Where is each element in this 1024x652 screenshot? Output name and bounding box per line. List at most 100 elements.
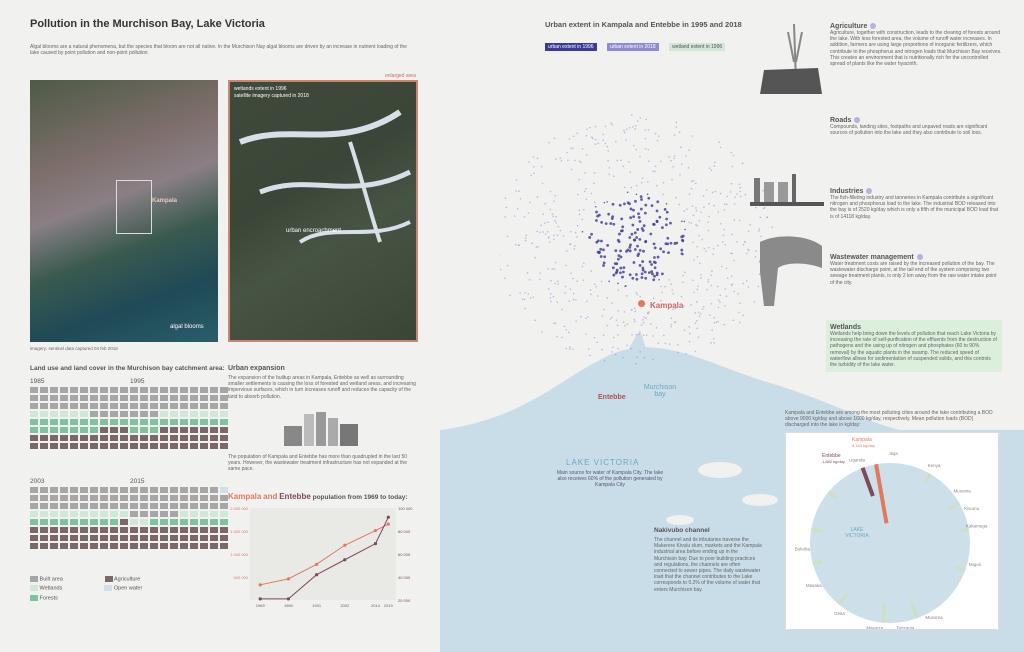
urban-dot — [635, 362, 637, 365]
bod-city-label: Migori — [969, 562, 981, 567]
grid-cell — [60, 443, 68, 449]
urban-dot — [734, 196, 736, 198]
urban-dot — [726, 203, 728, 206]
grid-cell — [50, 443, 58, 449]
urban-dot — [588, 236, 592, 239]
urban-dot — [652, 260, 656, 264]
intro-text: Algal blooms are a natural phenomena, bu… — [30, 44, 407, 57]
urban-dot — [647, 148, 650, 151]
sidebar-roads-title: Roads — [830, 117, 852, 124]
enlarged-box — [116, 180, 152, 234]
urban-dot — [609, 222, 613, 225]
grid-cell — [220, 419, 228, 425]
urban-dot — [615, 319, 618, 321]
grid-cell — [200, 387, 208, 393]
grid-cell — [120, 503, 128, 509]
map-kampala-marker — [638, 300, 645, 307]
grid-cell — [160, 503, 168, 509]
map-lake-label: LAKE VICTORIA — [566, 458, 640, 467]
grid-cell — [180, 427, 188, 433]
urban-dot — [584, 172, 586, 174]
urban-dot — [506, 235, 509, 238]
urban-dot — [632, 215, 636, 219]
urban-dot — [683, 220, 686, 223]
sidebar-industries: Industries The fish-filleting industry a… — [830, 188, 1002, 220]
urban-dot — [719, 192, 722, 195]
grid-cell — [150, 495, 158, 501]
nakivubo-title: Nakivubo channel — [654, 527, 710, 534]
urban-dot — [599, 247, 603, 251]
grid-cell — [180, 503, 188, 509]
grid-cell — [80, 403, 88, 409]
urban-dot — [738, 321, 741, 324]
urban-dot — [572, 292, 575, 295]
urban-dot — [532, 155, 535, 158]
urban-dot — [633, 144, 635, 147]
urban-dot — [527, 293, 530, 295]
urban-dot — [570, 230, 572, 233]
urban-dot — [652, 278, 656, 282]
series-line-entebbe — [260, 516, 389, 600]
urban-dot — [692, 214, 695, 217]
grid-cell — [220, 411, 228, 417]
land-use-legend: Built area Agriculture Wetlands Open wat… — [30, 576, 230, 601]
urban-dot — [726, 277, 729, 279]
grid-cell — [30, 519, 38, 525]
urban-dot — [606, 145, 609, 148]
urban-dot — [646, 312, 649, 314]
urban-dot — [554, 219, 556, 222]
grid-cell — [190, 511, 198, 517]
urban-dot — [622, 266, 626, 270]
grid-cell — [180, 435, 188, 441]
urban-dot — [709, 314, 711, 316]
urban-dot — [747, 286, 750, 288]
grid-cell — [180, 487, 188, 493]
urban-dot — [700, 211, 702, 213]
grid-cell — [50, 435, 58, 441]
population-chart: 2 000 000 1 500 000 1 000 000 500 000 100 00… — [230, 506, 413, 608]
data-point — [343, 558, 347, 562]
urban-dot — [712, 253, 714, 256]
urban-dot — [594, 219, 598, 222]
urban-dot — [681, 163, 683, 165]
grid-cell — [150, 535, 158, 541]
grid-cell — [180, 419, 188, 425]
urban-dot — [590, 232, 593, 236]
urban-dot — [628, 249, 632, 253]
urban-dot — [635, 334, 638, 336]
urban-dot — [632, 208, 635, 212]
urban-dot — [556, 280, 559, 283]
wetlands-note-1: wetlands extent in 1996 — [234, 86, 287, 92]
urban-dot — [645, 317, 647, 320]
urban-dot — [650, 270, 654, 273]
grid-cell — [170, 487, 178, 493]
urban-dot — [660, 285, 662, 288]
grid-cell — [220, 535, 228, 541]
urban-dot — [578, 160, 581, 162]
urban-dot — [638, 264, 642, 267]
urban-dot — [594, 125, 597, 128]
grid-cell — [90, 487, 98, 493]
urban-dot — [564, 285, 567, 288]
sidebar-wastewater: Wastewater management Water treatment co… — [830, 254, 1002, 286]
grid-cell — [100, 435, 108, 441]
urban-dot — [692, 279, 694, 282]
grid-cell — [170, 387, 178, 393]
urban-dot — [690, 304, 692, 306]
urban-dot — [587, 315, 589, 318]
urban-dot — [661, 291, 663, 294]
grid-cell — [30, 419, 38, 425]
legend-water: Open water — [113, 585, 143, 592]
urban-dot — [672, 165, 674, 168]
x-tick: 1969 — [256, 603, 266, 608]
grid-cell — [70, 519, 78, 525]
grid-cell — [80, 511, 88, 517]
urban-dot — [623, 311, 626, 313]
urban-dot — [742, 282, 745, 285]
grid-cell — [130, 519, 138, 525]
bod-spoke — [874, 463, 889, 524]
urban-dot — [745, 280, 748, 282]
series-line-kampala — [260, 523, 389, 586]
urban-dot — [529, 201, 531, 204]
grid-cell — [150, 419, 158, 425]
